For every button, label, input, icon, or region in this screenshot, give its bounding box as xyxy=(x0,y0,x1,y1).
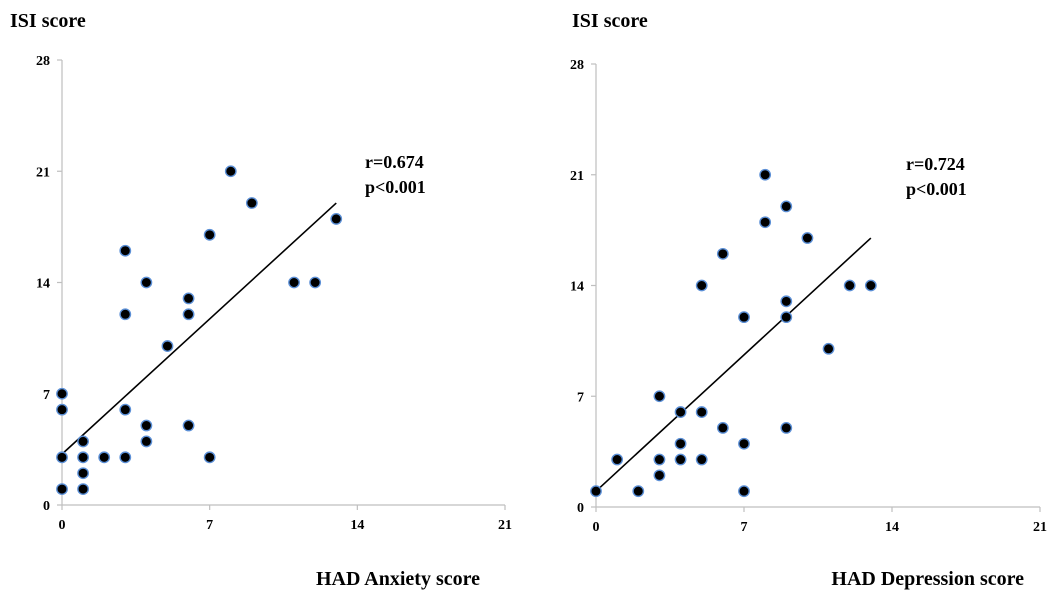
data-point xyxy=(653,390,666,403)
trend-line xyxy=(595,237,872,492)
x-axis-label: HAD Depression score xyxy=(831,568,1024,590)
data-point xyxy=(140,435,153,448)
x-tick-label: 14 xyxy=(885,520,899,535)
data-point xyxy=(695,279,708,292)
x-tick-label: 14 xyxy=(350,518,364,533)
data-point xyxy=(780,200,793,213)
data-point xyxy=(161,340,174,352)
data-point xyxy=(77,483,89,496)
y-tick-label: 21 xyxy=(570,169,584,184)
x-tick-label: 7 xyxy=(741,520,748,535)
data-point xyxy=(182,292,195,305)
data-point xyxy=(653,453,666,466)
data-point xyxy=(140,276,153,289)
data-point xyxy=(119,308,132,321)
data-point xyxy=(695,406,708,418)
correlation-annotation: r=0.674 xyxy=(365,152,424,172)
y-tick-label: 14 xyxy=(570,280,584,295)
depression-scatter-chart: ISI score 0 7 14 21 28 0 7 14 21 r=0.724 p<0.001 HAD… xyxy=(570,10,1047,590)
data-point xyxy=(738,437,750,450)
y-tick-label: 14 xyxy=(36,277,50,292)
data-point xyxy=(77,451,89,464)
data-point xyxy=(759,168,772,181)
data-point xyxy=(716,421,729,434)
data-point xyxy=(780,421,793,434)
data-point xyxy=(98,451,111,464)
data-point xyxy=(738,311,750,324)
data-point xyxy=(140,419,153,432)
trend-line xyxy=(61,202,337,455)
x-axis-label: HAD Anxiety score xyxy=(316,568,480,590)
data-point xyxy=(56,403,68,416)
data-point xyxy=(119,451,132,464)
y-tick-label: 28 xyxy=(36,54,50,69)
data-point xyxy=(759,216,772,229)
data-point xyxy=(780,295,793,308)
p-value-annotation: p<0.001 xyxy=(365,177,426,197)
data-point xyxy=(632,485,645,498)
data-point xyxy=(203,228,216,241)
x-tick-label: 0 xyxy=(59,518,66,533)
data-point xyxy=(843,279,856,292)
data-point xyxy=(182,308,195,321)
data-point xyxy=(801,232,814,244)
data-point xyxy=(245,197,258,209)
x-tick-label: 7 xyxy=(206,518,213,533)
data-point xyxy=(611,453,624,466)
data-point xyxy=(56,451,68,464)
data-point xyxy=(674,406,687,418)
data-point xyxy=(182,419,195,432)
correlation-annotation: r=0.724 xyxy=(906,154,965,174)
data-point xyxy=(674,453,687,466)
data-point xyxy=(330,213,343,225)
data-point xyxy=(77,467,89,480)
data-point xyxy=(716,247,729,260)
data-point xyxy=(738,485,750,498)
data-point xyxy=(674,437,687,450)
data-point xyxy=(77,435,89,448)
anxiety-scatter-chart: ISI score 0 7 14 21 28 0 7 14 21 r=0.674 p<0.001 HAD… xyxy=(10,10,512,590)
y-tick-label: 7 xyxy=(577,390,584,405)
data-point xyxy=(288,276,300,289)
data-point xyxy=(695,453,708,466)
y-axis-label: ISI score xyxy=(10,10,86,32)
x-tick-label: 21 xyxy=(1033,520,1047,535)
y-tick-label: 0 xyxy=(577,501,584,516)
y-tick-label: 21 xyxy=(36,165,50,180)
data-point xyxy=(309,276,322,289)
data-point xyxy=(864,279,877,292)
data-point xyxy=(119,244,132,257)
data-point xyxy=(203,451,216,464)
data-point xyxy=(822,342,835,355)
p-value-annotation: p<0.001 xyxy=(906,179,967,199)
data-point xyxy=(224,165,237,178)
data-point xyxy=(590,485,602,498)
y-tick-label: 7 xyxy=(43,388,50,403)
y-tick-label: 28 xyxy=(570,58,584,73)
data-point xyxy=(56,387,68,400)
y-tick-label: 0 xyxy=(43,499,50,514)
data-point xyxy=(119,403,132,416)
data-point xyxy=(780,311,793,324)
data-point xyxy=(653,469,666,482)
y-axis-label: ISI score xyxy=(572,10,648,32)
x-tick-label: 21 xyxy=(498,518,512,533)
data-point xyxy=(56,483,68,496)
x-tick-label: 0 xyxy=(593,520,600,535)
